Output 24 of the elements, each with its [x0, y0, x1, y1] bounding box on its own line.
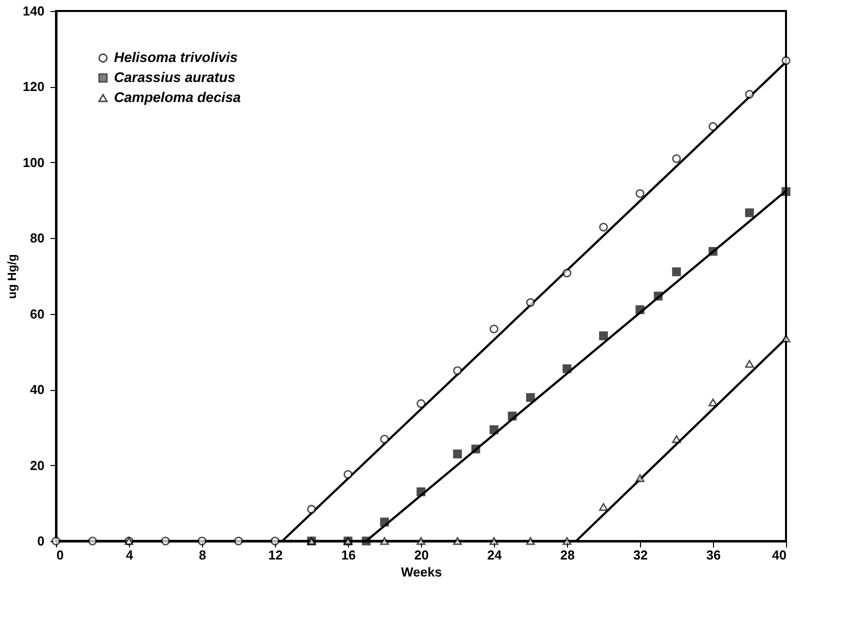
- y-tick-label: 60: [30, 306, 44, 322]
- y-tick-label: 100: [22, 154, 44, 170]
- x-tick-label: 28: [560, 548, 575, 562]
- y-tick-label: 20: [30, 458, 44, 473]
- y-tick-label: 80: [30, 230, 44, 246]
- x-tick-label: 24: [487, 548, 502, 562]
- y-tick-label: 120: [22, 79, 44, 94]
- x-tick-label: 32: [633, 548, 648, 562]
- x-tick-label: 40: [772, 548, 786, 562]
- x-tick-label: 16: [341, 548, 356, 562]
- x-tick-label: 4: [126, 548, 134, 562]
- legend-label: Carassius auratus: [114, 69, 236, 85]
- y-tick-label: 0: [37, 534, 44, 548]
- x-tick-label: 20: [414, 548, 429, 562]
- x-tick-label: 8: [198, 548, 206, 562]
- y-tick-label: 40: [30, 382, 44, 398]
- x-tick-label: 12: [268, 548, 283, 562]
- legend-label: Helisoma trivolivis: [114, 49, 238, 65]
- legend-label: Campeloma decisa: [114, 89, 242, 105]
- x-tick-label: 0: [56, 548, 64, 562]
- x-tick-label: 36: [706, 548, 721, 562]
- x-axis-title: Weeks: [401, 564, 442, 580]
- y-axis-title: ug Hg/g: [4, 254, 19, 299]
- y-tick-label: 140: [22, 4, 44, 18]
